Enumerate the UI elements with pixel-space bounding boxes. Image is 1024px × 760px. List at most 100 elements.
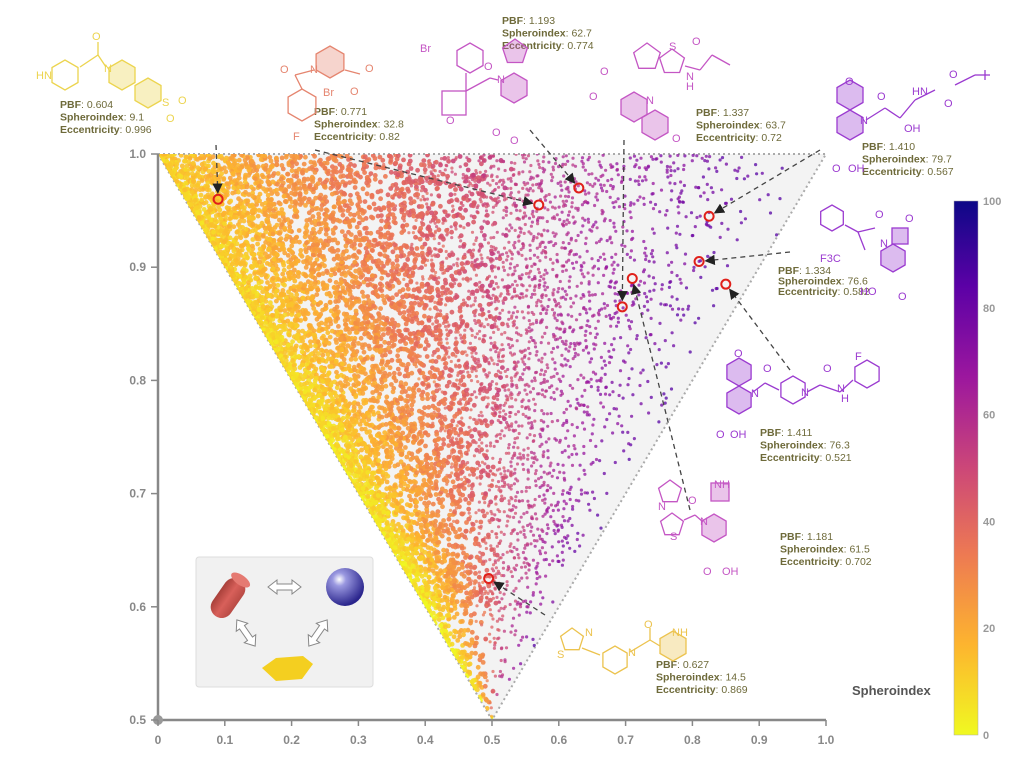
scatter-point <box>602 359 606 363</box>
scatter-point <box>534 479 538 483</box>
scatter-point <box>473 571 478 576</box>
scatter-point <box>618 369 623 373</box>
scatter-point <box>469 366 473 370</box>
scatter-point <box>768 211 773 215</box>
scatter-point <box>438 248 444 254</box>
scatter-point <box>460 374 466 380</box>
scatter-point <box>528 186 533 191</box>
scatter-point <box>449 309 455 315</box>
scatter-point <box>697 316 701 320</box>
scatter-point <box>509 473 513 477</box>
scatter-point <box>560 246 564 250</box>
scatter-point <box>508 266 512 270</box>
scatter-point <box>534 484 538 488</box>
scatter-point <box>627 457 631 461</box>
scatter-point <box>574 239 578 243</box>
scatter-point <box>515 310 520 314</box>
scatter-point <box>483 418 488 424</box>
scatter-point <box>457 527 463 532</box>
scatter-point <box>553 300 558 304</box>
scatter-point <box>454 349 460 355</box>
scatter-point <box>260 304 266 309</box>
scatter-point <box>351 218 357 223</box>
scatter-point <box>463 207 468 213</box>
scatter-point <box>504 646 509 650</box>
scatter-point <box>266 241 272 247</box>
scatter-point <box>655 363 659 367</box>
scatter-point <box>473 183 477 187</box>
scatter-point <box>637 166 642 170</box>
scatter-point <box>665 164 670 169</box>
scatter-point <box>493 319 497 323</box>
scatter-point <box>544 311 548 315</box>
scatter-point <box>485 449 489 453</box>
scatter-point <box>252 271 257 276</box>
scatter-point <box>651 276 656 280</box>
scatter-point <box>469 379 474 383</box>
scatter-point <box>443 324 448 329</box>
scatter-point <box>430 201 436 207</box>
scatter-point <box>481 203 485 207</box>
scatter-point <box>628 156 632 160</box>
scatter-point <box>514 412 518 416</box>
scatter-point <box>691 154 695 157</box>
scatter-point <box>255 241 260 247</box>
scatter-point <box>470 333 474 338</box>
scatter-point <box>412 300 418 306</box>
scatter-point <box>477 531 481 536</box>
scatter-point <box>684 215 688 219</box>
scatter-point <box>545 363 549 367</box>
scatter-point <box>352 185 358 190</box>
scatter-point <box>530 310 534 315</box>
scatter-point <box>351 382 357 388</box>
scatter-point <box>542 377 546 382</box>
scatter-point <box>570 205 574 209</box>
scatter-point <box>400 430 406 436</box>
scatter-point <box>537 162 541 166</box>
scatter-point <box>543 551 548 555</box>
scatter-point <box>546 484 550 488</box>
scatter-point <box>611 271 615 275</box>
scatter-point <box>533 472 538 476</box>
scatter-point <box>433 492 439 497</box>
scatter-point <box>510 344 515 348</box>
scatter-point <box>521 412 525 416</box>
scatter-point <box>677 211 681 215</box>
scatter-point <box>564 407 569 411</box>
scatter-point <box>425 205 430 209</box>
scatter-point <box>434 247 438 251</box>
scatter-point <box>389 159 393 163</box>
scatter-point <box>414 218 418 222</box>
scatter-point <box>535 517 539 521</box>
scatter-point <box>498 669 502 674</box>
scatter-point <box>644 178 648 182</box>
scatter-point <box>477 570 481 574</box>
scatter-point <box>469 327 473 331</box>
scatter-point <box>510 624 514 628</box>
scatter-point <box>404 244 410 250</box>
scatter-point <box>523 546 527 550</box>
scatter-point <box>668 165 672 169</box>
scatter-point <box>652 260 656 264</box>
scatter-point <box>706 254 710 258</box>
scatter-point <box>679 281 683 285</box>
scatter-point <box>657 420 661 424</box>
scatter-point <box>484 169 488 173</box>
scatter-point <box>464 406 470 412</box>
scatter-point <box>708 256 713 260</box>
scatter-point <box>530 292 535 296</box>
scatter-point <box>435 218 441 224</box>
scatter-point <box>692 268 696 273</box>
scatter-point <box>508 166 514 172</box>
scatter-point <box>485 277 489 281</box>
scatter-point <box>500 321 505 327</box>
scatter-point <box>414 246 420 251</box>
scatter-point <box>521 170 525 174</box>
scatter-point <box>532 397 536 401</box>
scatter-point <box>539 602 543 606</box>
scatter-point <box>596 258 600 263</box>
scatter-point <box>477 414 481 418</box>
scatter-point <box>599 174 603 179</box>
scatter-point <box>560 492 565 496</box>
scatter-point <box>551 165 555 169</box>
